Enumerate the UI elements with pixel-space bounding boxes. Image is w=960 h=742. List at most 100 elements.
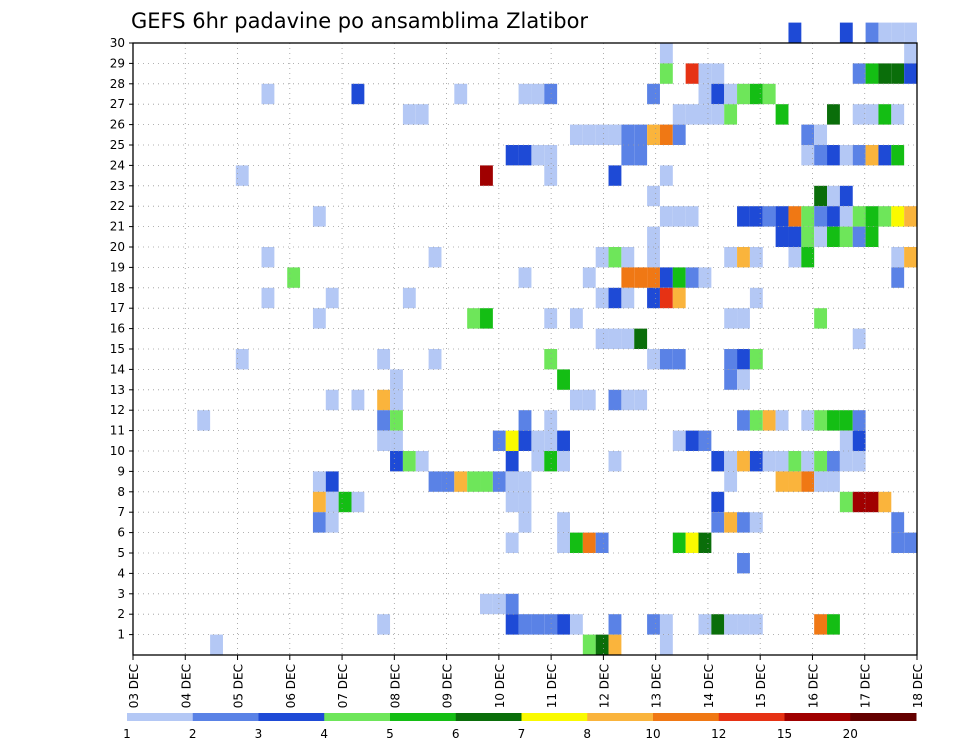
heatmap-cell xyxy=(672,430,686,451)
heatmap-cell xyxy=(261,287,275,309)
heatmap-cell xyxy=(608,614,622,635)
heatmap-cell xyxy=(672,287,686,309)
heatmap-cell xyxy=(531,145,545,166)
x-tick-label: 14 DEC xyxy=(702,664,716,708)
heatmap-cell xyxy=(402,104,416,125)
heatmap-cell xyxy=(904,22,917,43)
y-tick-label: 30 xyxy=(110,36,125,50)
y-tick-label: 7 xyxy=(117,505,125,519)
heatmap-cell xyxy=(261,83,275,105)
heatmap-cell xyxy=(325,287,339,309)
y-tick-label: 29 xyxy=(110,56,125,70)
heatmap-cell xyxy=(724,349,738,370)
heatmap-cell xyxy=(737,512,750,533)
heatmap-cell xyxy=(814,145,828,166)
color-scale-label: 4 xyxy=(320,727,328,741)
heatmap-cell xyxy=(775,206,789,227)
y-tick-label: 25 xyxy=(110,138,125,152)
y-tick-label: 21 xyxy=(110,220,125,234)
heatmap-cell xyxy=(672,349,686,370)
y-tick-label: 26 xyxy=(110,118,125,132)
heatmap-cell xyxy=(724,247,738,268)
heatmap-cell xyxy=(569,532,583,553)
heatmap-cell xyxy=(582,124,596,145)
color-scale-label: 20 xyxy=(843,727,858,741)
heatmap-cell xyxy=(518,471,532,492)
heatmap-cell xyxy=(827,410,840,431)
color-scale-swatch xyxy=(390,713,457,721)
heatmap-cell xyxy=(814,614,828,635)
heatmap-cell xyxy=(775,104,789,125)
heatmap-cell xyxy=(659,124,673,145)
heatmap-cell xyxy=(544,614,558,635)
heatmap-cell xyxy=(595,247,609,268)
heatmap-cell xyxy=(711,104,725,125)
heatmap-cell xyxy=(608,634,622,655)
x-tick-label: 15 DEC xyxy=(754,664,768,708)
heatmap-cell xyxy=(647,185,660,207)
heatmap-cell xyxy=(287,267,301,288)
heatmap-cell xyxy=(531,83,545,105)
heatmap-cell xyxy=(415,104,429,125)
heatmap-cell xyxy=(801,206,815,227)
heatmap-cell xyxy=(312,512,326,533)
heatmap-cell xyxy=(827,145,840,166)
heatmap-cell xyxy=(659,287,673,309)
heatmap-cell xyxy=(390,369,403,390)
heatmap-cell xyxy=(852,451,866,472)
heatmap-cell xyxy=(608,451,622,472)
heatmap-cell xyxy=(518,83,532,105)
heatmap-cell xyxy=(801,226,815,247)
heatmap-cell xyxy=(557,512,570,533)
heatmap-cell xyxy=(737,410,750,431)
heatmap-cell xyxy=(724,104,738,125)
heatmap-cell xyxy=(711,451,725,472)
heatmap-cell xyxy=(492,593,506,615)
y-tick-label: 20 xyxy=(110,240,125,254)
heatmap-cell xyxy=(891,267,905,288)
heatmap-cell xyxy=(775,410,789,431)
heatmap-cell xyxy=(737,451,750,472)
x-tick-label: 04 DEC xyxy=(179,664,193,708)
heatmap-cell xyxy=(338,491,352,513)
heatmap-cell xyxy=(608,389,622,411)
chart-title: GEFS 6hr padavine po ansamblima Zlatibor xyxy=(131,9,588,33)
heatmap-cell xyxy=(865,22,879,43)
color-scale-swatch xyxy=(718,713,785,721)
heatmap-cell xyxy=(518,410,532,431)
heatmap-cell xyxy=(569,124,583,145)
heatmap-cell xyxy=(878,22,892,43)
heatmap-cell xyxy=(492,430,506,451)
heatmap-cell xyxy=(390,389,403,411)
heatmap-cell xyxy=(672,206,686,227)
heatmap-cell xyxy=(852,328,866,349)
y-tick-label: 9 xyxy=(117,464,125,478)
color-scale-swatch xyxy=(192,713,259,721)
y-tick-label: 17 xyxy=(110,301,125,315)
heatmap-cell xyxy=(441,471,455,492)
heatmap-cell xyxy=(582,267,596,288)
heatmap-cell xyxy=(659,165,673,186)
heatmap-cell xyxy=(711,491,725,513)
x-tick-label: 12 DEC xyxy=(597,664,611,708)
heatmap-cell xyxy=(647,247,660,268)
heatmap-cell xyxy=(505,593,519,615)
heatmap-cell xyxy=(865,206,879,227)
heatmap-cell xyxy=(814,471,828,492)
heatmap-cell xyxy=(505,614,519,635)
heatmap-cell xyxy=(852,430,866,451)
x-tick-label: 11 DEC xyxy=(545,664,559,708)
heatmap-cell xyxy=(762,206,776,227)
x-tick-label: 07 DEC xyxy=(336,664,350,708)
heatmap-cell xyxy=(724,308,738,329)
heatmap-cell xyxy=(261,247,275,268)
heatmap-cell xyxy=(865,145,879,166)
x-tick-label: 10 DEC xyxy=(493,664,507,708)
heatmap-cell xyxy=(737,308,750,329)
heatmap-cell xyxy=(621,247,635,268)
color-scale-label: 10 xyxy=(645,727,660,741)
heatmap-cell xyxy=(390,410,403,431)
heatmap-cell xyxy=(415,451,429,472)
heatmap-cell xyxy=(672,104,686,125)
heatmap-cell xyxy=(480,308,493,329)
